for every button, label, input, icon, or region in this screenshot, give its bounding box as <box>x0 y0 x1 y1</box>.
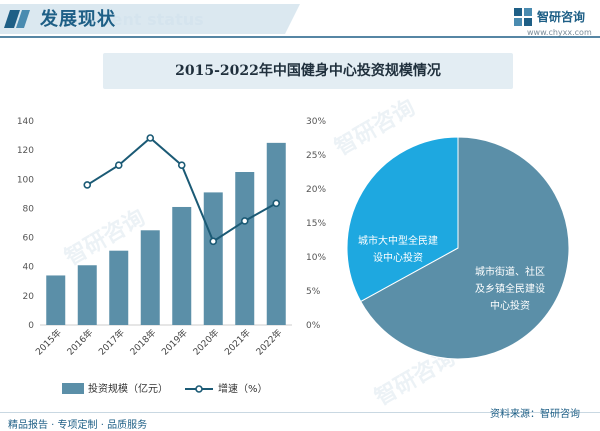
pie-label-main: 城市街道、社区及乡镇全民建设中心投资 <box>475 265 545 312</box>
header-subtitle-en: ment status <box>95 10 204 29</box>
pie-slice-small <box>346 136 459 303</box>
y-right-tick-2: 10% <box>306 253 326 263</box>
x-tick-1: 2016年 <box>64 327 95 358</box>
brand-url: www.chyxx.com <box>527 28 592 37</box>
footer-divider <box>0 412 600 413</box>
y-left-tick-1: 20 <box>23 292 35 302</box>
growth-point-2 <box>114 161 123 169</box>
bar-6 <box>235 172 255 325</box>
x-tick-2: 2017年 <box>96 327 127 358</box>
y-left-tick-7: 140 <box>17 117 34 127</box>
x-tick-6: 2021年 <box>222 327 253 358</box>
bar-1 <box>77 265 97 325</box>
growth-point-7 <box>272 199 281 208</box>
x-tick-0: 2015年 <box>33 327 64 358</box>
y-left-tick-0: 0 <box>28 321 34 331</box>
y-right-tick-6: 30% <box>306 117 326 127</box>
x-tick-4: 2019年 <box>159 327 190 358</box>
chart-title: 2015-2022年中国健身中心投资规模情况 <box>175 63 441 79</box>
header-title: 发展现状 <box>40 9 116 30</box>
growth-point-1 <box>83 181 92 189</box>
header-bar <box>0 4 600 38</box>
growth-point-4 <box>177 161 186 169</box>
y-right-tick-5: 25% <box>306 151 326 161</box>
brand-logo-icon <box>514 8 532 26</box>
y-left-tick-6: 120 <box>17 146 34 156</box>
y-right-tick-3: 15% <box>306 219 326 229</box>
growth-point-6 <box>240 217 249 225</box>
footer-slogan: 精品报告 · 专项定制 · 品质服务 <box>8 420 148 431</box>
growth-point-5 <box>209 237 218 246</box>
y-right-tick-4: 20% <box>306 185 326 195</box>
bar-7 <box>266 142 286 325</box>
x-tick-5: 2020年 <box>190 327 221 358</box>
x-tick-7: 2022年 <box>253 327 284 358</box>
y-right-tick-1: 5% <box>306 287 321 297</box>
legend-bar-label: 投资规模（亿元） <box>88 382 168 395</box>
bar-0 <box>46 275 66 325</box>
growth-point-3 <box>146 134 155 142</box>
chart-title-box <box>103 53 513 89</box>
y-left-tick-5: 100 <box>17 175 34 185</box>
brand-name: 智研咨询 <box>537 10 586 24</box>
bar-2 <box>109 250 129 325</box>
footer-source: 资料来源：智研咨询 <box>490 409 580 420</box>
y-left-tick-2: 40 <box>23 263 35 273</box>
x-tick-3: 2018年 <box>127 327 158 358</box>
y-left-tick-4: 80 <box>23 204 35 214</box>
legend-line-label: 增速（%） <box>218 382 268 395</box>
pie-label-small: 城市大中型全民建设中心投资 <box>358 234 438 264</box>
pie-slice-main <box>360 136 570 360</box>
legend-line-marker <box>195 385 203 393</box>
y-right-tick-0: 0% <box>306 321 321 331</box>
bar-5 <box>203 192 223 325</box>
bar-4 <box>172 206 192 325</box>
y-left-tick-3: 60 <box>23 234 35 244</box>
bar-3 <box>140 230 160 325</box>
legend-bar-swatch <box>62 383 84 394</box>
